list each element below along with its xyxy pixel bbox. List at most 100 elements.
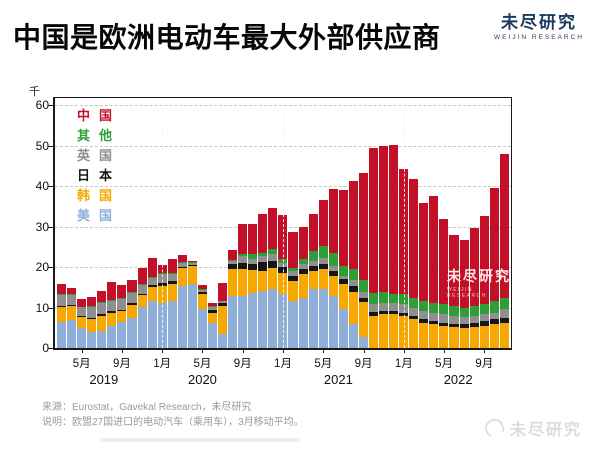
bar-segment xyxy=(469,305,479,316)
bar-segment xyxy=(218,301,228,303)
bar-segment xyxy=(218,302,228,306)
legend-item-中国: 中国 xyxy=(77,108,122,123)
bottom-logo-text: 未尽研究 xyxy=(509,422,582,439)
bar-segment xyxy=(439,304,449,314)
bar-segment xyxy=(238,262,248,269)
bar-segment xyxy=(409,178,419,298)
bar-segment xyxy=(469,227,479,306)
bar-segment xyxy=(308,250,318,261)
bar-segment xyxy=(87,297,97,307)
bar-segment xyxy=(449,326,459,348)
bar-segment xyxy=(449,235,459,306)
bar-segment xyxy=(358,173,368,281)
x-tick-label: 9月 xyxy=(354,358,373,370)
bar-segment xyxy=(127,292,137,304)
x-tick-mark xyxy=(444,348,446,353)
bar-segment xyxy=(308,266,318,272)
bar-segment xyxy=(379,314,389,348)
bar xyxy=(338,190,348,348)
bar-segment xyxy=(459,327,469,348)
bar xyxy=(318,200,328,348)
bar xyxy=(278,214,288,348)
footer: 来源：Eurostat，Gavekal Research，未尽研究 说明：欧盟2… xyxy=(42,400,304,430)
bar-segment xyxy=(268,207,278,250)
bar xyxy=(197,285,207,348)
bar-segment xyxy=(77,327,87,348)
x-tick-label: 9月 xyxy=(475,358,494,370)
bar-segment xyxy=(429,324,439,348)
bar-segment xyxy=(278,272,288,295)
bar-segment xyxy=(57,294,67,296)
bar-segment xyxy=(238,224,248,255)
bar-segment xyxy=(197,289,207,291)
bar-segment xyxy=(358,302,368,337)
bar-segment xyxy=(499,322,509,348)
footer-note: 说明：欧盟27国进口的电动汽车（乘用车），3月移动平均。 xyxy=(42,417,304,428)
bar-segment xyxy=(338,275,348,280)
bar-segment xyxy=(77,317,87,328)
bar-segment xyxy=(77,307,87,317)
bar-segment xyxy=(288,275,298,282)
bar xyxy=(147,258,157,348)
bar xyxy=(489,187,499,348)
bar-segment xyxy=(429,196,439,303)
legend-item-美国: 美国 xyxy=(77,208,122,223)
bar-segment xyxy=(167,259,177,274)
bar xyxy=(127,279,137,348)
bar-segment xyxy=(419,319,429,323)
x-tick-label: 5月 xyxy=(72,358,91,370)
bar-segment xyxy=(439,313,449,323)
x-tick-mark xyxy=(403,348,405,353)
x-tick-mark xyxy=(202,348,204,353)
bar-segment xyxy=(107,299,117,302)
bar-segment xyxy=(489,319,499,325)
brand-logo-name: 未尽研究 xyxy=(501,13,578,32)
bar-segment xyxy=(429,312,439,321)
bar-segment xyxy=(67,288,77,295)
bar-segment xyxy=(338,279,348,285)
bar-segment xyxy=(207,306,217,308)
legend-item-韩国: 韩国 xyxy=(77,188,122,203)
x-tick-label: 5月 xyxy=(435,358,454,370)
bar-segment xyxy=(107,301,117,312)
bar-segment xyxy=(207,309,217,313)
bar xyxy=(207,303,217,348)
bar-segment xyxy=(399,169,409,295)
bar-segment xyxy=(479,326,489,348)
bar-segment xyxy=(368,293,378,304)
bar-segment xyxy=(379,302,389,312)
bar-segment xyxy=(358,280,368,293)
bar xyxy=(218,283,228,348)
bar-segment xyxy=(177,267,187,286)
bar-segment xyxy=(67,294,77,305)
bar-segment xyxy=(489,312,499,320)
bar-segment xyxy=(167,300,177,348)
bar-segment xyxy=(459,316,469,325)
bar-segment xyxy=(479,304,489,314)
brand-logo-sub: WEIJIN RESEARCH xyxy=(494,34,584,41)
bar-segment xyxy=(429,320,439,325)
bar-segment xyxy=(328,296,338,348)
bar-segment xyxy=(489,187,499,302)
bar-segment xyxy=(258,271,268,292)
bar-segment xyxy=(268,289,278,348)
bar-segment xyxy=(57,284,67,295)
bar-segment xyxy=(278,267,288,273)
bar-segment xyxy=(228,260,238,265)
x-tick-label: 5月 xyxy=(193,358,212,370)
bar-segment xyxy=(419,311,429,320)
bar xyxy=(499,154,509,348)
bar-segment xyxy=(197,294,207,310)
x-tick-mark xyxy=(121,348,123,353)
bottom-logo: 未尽研究 xyxy=(482,415,582,441)
bar-segment xyxy=(358,292,368,299)
y-axis-unit-label: 千 xyxy=(29,86,40,98)
x-tick-label: 9月 xyxy=(233,358,252,370)
bar xyxy=(67,288,77,348)
bar-segment xyxy=(187,284,197,348)
bar-segment xyxy=(258,252,268,257)
bar xyxy=(379,145,389,348)
y-tick-mark xyxy=(48,186,53,187)
bar-segment xyxy=(288,271,298,276)
bar-segment xyxy=(288,232,298,269)
